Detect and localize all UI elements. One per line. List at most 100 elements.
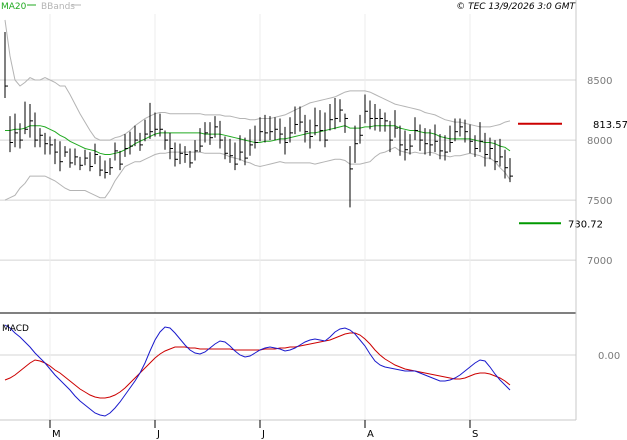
resistance-level-label: 813.57 bbox=[593, 120, 627, 131]
bbands-lower-line bbox=[4, 146, 511, 201]
price-bar bbox=[344, 113, 348, 133]
price-bar bbox=[94, 143, 98, 165]
price-bar bbox=[29, 104, 33, 138]
price-bar bbox=[269, 116, 273, 141]
time-tick-label: J bbox=[261, 429, 265, 440]
price-bar bbox=[179, 143, 183, 165]
price-bar bbox=[129, 131, 133, 155]
price-bar bbox=[209, 122, 213, 145]
price-bar bbox=[214, 116, 218, 138]
price-bar bbox=[339, 99, 343, 123]
time-tick-label: M bbox=[52, 429, 61, 440]
price-levels: 813.57 730.72 bbox=[518, 120, 627, 230]
price-bar bbox=[384, 112, 388, 132]
price-bar bbox=[254, 125, 258, 149]
macd-lines bbox=[4, 324, 511, 417]
price-bar bbox=[379, 108, 383, 132]
price-bar bbox=[504, 149, 508, 179]
price-tick-label: 7000 bbox=[587, 256, 612, 267]
price-bar bbox=[394, 110, 398, 138]
price-bar bbox=[429, 129, 433, 156]
price-bar bbox=[89, 152, 93, 172]
price-bar bbox=[404, 130, 408, 161]
price-bar bbox=[389, 120, 393, 153]
price-bar bbox=[134, 125, 138, 147]
price-bar bbox=[164, 130, 168, 150]
price-bar bbox=[369, 100, 373, 130]
price-tick-label: 7500 bbox=[587, 196, 612, 207]
price-bar bbox=[49, 136, 53, 155]
price-bar bbox=[109, 158, 113, 175]
price-bar bbox=[419, 124, 423, 151]
macd-tick-label: 0.00 bbox=[598, 351, 620, 362]
price-bar bbox=[434, 124, 438, 153]
price-bar bbox=[454, 118, 458, 142]
price-bar bbox=[359, 114, 363, 144]
price-bar bbox=[69, 148, 73, 168]
price-bar bbox=[14, 113, 18, 148]
price-bar bbox=[354, 125, 358, 163]
price-bar bbox=[199, 128, 203, 153]
price-bar bbox=[289, 117, 293, 143]
price-bar bbox=[489, 137, 493, 160]
price-bar bbox=[119, 150, 123, 171]
price-bar bbox=[464, 119, 468, 143]
price-bar bbox=[309, 119, 313, 149]
price-bar bbox=[244, 137, 248, 166]
price-bar bbox=[204, 122, 208, 143]
price-bar bbox=[349, 146, 353, 208]
bollinger-bands bbox=[4, 19, 511, 201]
price-bar bbox=[104, 160, 108, 179]
price-bar bbox=[329, 104, 333, 131]
price-bar bbox=[479, 122, 483, 153]
price-grid bbox=[0, 14, 576, 313]
macd-panel-title: MACD bbox=[2, 324, 29, 334]
price-bar bbox=[444, 135, 448, 161]
price-bar bbox=[139, 132, 143, 151]
price-bar bbox=[124, 134, 128, 157]
price-bar bbox=[54, 138, 58, 165]
price-bar bbox=[414, 117, 418, 141]
price-bar bbox=[219, 120, 223, 149]
price-tick-label: 8000 bbox=[587, 136, 612, 147]
time-tick-label: S bbox=[472, 429, 478, 440]
price-bar bbox=[409, 134, 413, 155]
price-bar bbox=[229, 138, 233, 163]
price-bar bbox=[44, 132, 48, 155]
bbands-upper-line bbox=[4, 19, 511, 141]
macd-signal-line bbox=[4, 332, 511, 399]
price-bar bbox=[34, 112, 38, 148]
price-bar bbox=[239, 135, 243, 161]
price-bar bbox=[99, 155, 103, 177]
price-tick-label: 8500 bbox=[587, 76, 612, 87]
price-bar bbox=[319, 110, 323, 142]
price-bar bbox=[299, 106, 303, 132]
price-bar bbox=[459, 118, 463, 137]
price-bar bbox=[499, 138, 503, 167]
macd-line bbox=[4, 324, 511, 417]
price-bar bbox=[194, 140, 198, 161]
price-bar bbox=[374, 104, 378, 131]
price-bar bbox=[74, 148, 78, 166]
price-bar bbox=[364, 94, 368, 124]
price-bar bbox=[294, 106, 298, 135]
copyright-text: © TEC 13/9/2026 3:0 GMT bbox=[456, 2, 576, 12]
price-bar bbox=[174, 142, 178, 167]
price-axis: 8500 8000 7500 7000 0.00 bbox=[587, 76, 620, 362]
price-bar bbox=[9, 116, 13, 153]
price-bar bbox=[224, 136, 228, 160]
price-bar bbox=[144, 119, 148, 142]
price-bar bbox=[274, 117, 278, 141]
price-bar bbox=[24, 101, 28, 135]
price-bar bbox=[249, 129, 253, 156]
price-bar bbox=[234, 142, 238, 171]
price-bar bbox=[64, 146, 68, 157]
macd-grid bbox=[0, 318, 576, 420]
price-bar bbox=[399, 125, 403, 156]
price-bar bbox=[424, 128, 428, 155]
ma20-legend: MA20 bbox=[1, 2, 27, 12]
